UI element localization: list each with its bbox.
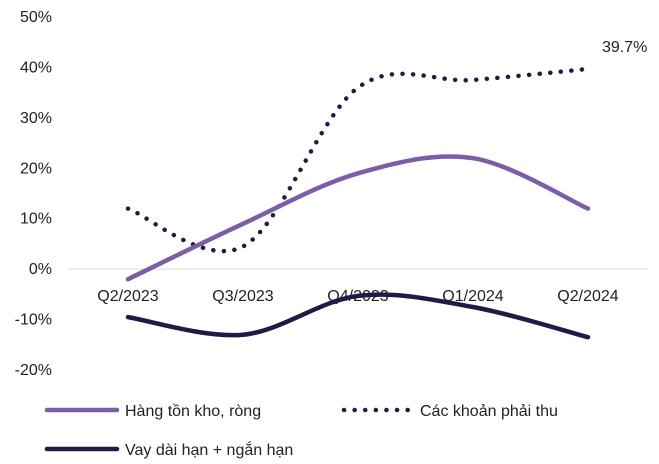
legend-label-2: Các khoản phải thu bbox=[420, 403, 558, 420]
legend-label-3: Vay dài hạn + ngắn hạn bbox=[125, 440, 293, 459]
y-tick-label: 0% bbox=[29, 261, 52, 278]
legend: Hàng tồn kho, ròng Các khoản phải thu Vay … bbox=[47, 403, 558, 459]
x-tick-label: Q2/2024 bbox=[557, 288, 618, 305]
y-tick-label: 40% bbox=[20, 59, 52, 76]
y-tick-label: 10% bbox=[20, 211, 52, 228]
series-line-2 bbox=[128, 69, 588, 251]
y-tick-label: 50% bbox=[20, 9, 52, 26]
y-tick-label: -20% bbox=[15, 362, 52, 379]
annotations: 39.7% bbox=[602, 39, 647, 56]
x-tick-label: Q3/2023 bbox=[212, 288, 273, 305]
y-tick-label: 30% bbox=[20, 110, 52, 127]
data-label: 39.7% bbox=[602, 39, 647, 56]
y-tick-label: -10% bbox=[15, 312, 52, 329]
series-line-1 bbox=[128, 156, 588, 279]
legend-label-1: Hàng tồn kho, ròng bbox=[125, 403, 261, 420]
series-lines bbox=[128, 69, 588, 337]
y-tick-label: 20% bbox=[20, 160, 52, 177]
y-axis-ticks: 50% 40% 30% 20% 10% 0% -10% -20% bbox=[15, 9, 52, 379]
x-tick-label: Q2/2023 bbox=[97, 288, 158, 305]
